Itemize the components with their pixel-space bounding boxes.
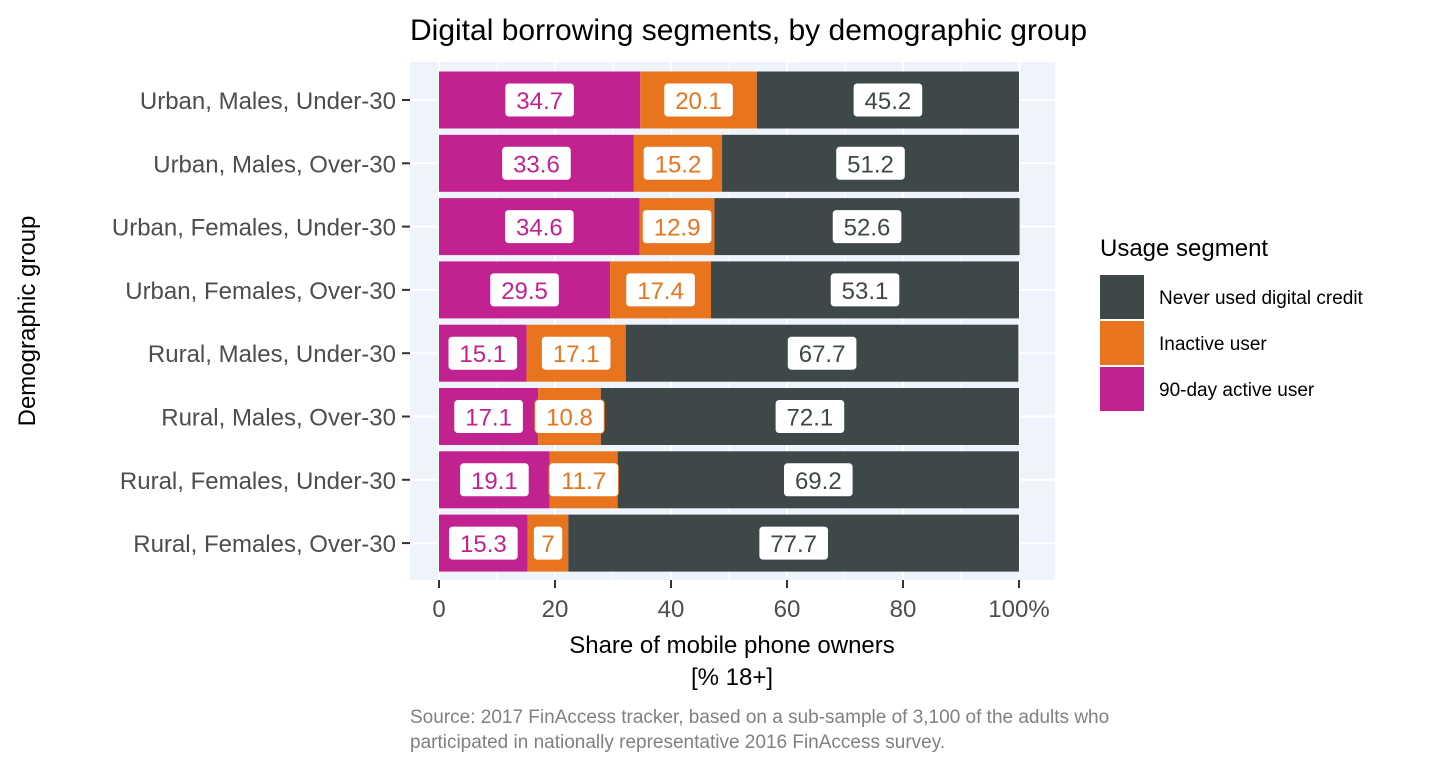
data-label: 53.1 (842, 278, 889, 305)
x-tick-label: 20 (542, 596, 569, 623)
chart-title: Digital borrowing segments, by demograph… (410, 14, 1087, 47)
data-label: 34.6 (516, 215, 563, 242)
legend-label: Never used digital credit (1159, 288, 1364, 309)
data-label-box (532, 525, 564, 561)
data-label: 33.6 (513, 151, 560, 178)
caption-line2: participated in nationally representativ… (410, 732, 945, 753)
data-label: 15.1 (459, 341, 506, 368)
data-label-box (459, 462, 530, 498)
data-label: 51.2 (847, 151, 894, 178)
data-label-box (642, 145, 714, 181)
x-axis-title-line1: Share of mobile phone owners (569, 632, 895, 659)
data-label: 69.2 (795, 468, 842, 495)
data-label-box (548, 462, 620, 498)
y-tick-label: Rural, Females, Over-30 (133, 531, 396, 558)
y-tick-label: Urban, Females, Under-30 (112, 215, 396, 242)
caption-line1: Source: 2017 FinAccess tracker, based on… (410, 707, 1109, 728)
data-label-box (641, 209, 713, 245)
data-label: 34.7 (516, 88, 563, 115)
data-label: 67.7 (799, 341, 846, 368)
x-axis: 0 20 40 60 80 100% (432, 580, 1050, 623)
legend-title: Usage segment (1100, 235, 1268, 262)
x-tick-label: 0 (432, 596, 445, 623)
data-label-box (831, 209, 903, 245)
data-label: 15.3 (460, 531, 507, 558)
data-label-box (783, 462, 854, 498)
data-label-box (540, 335, 612, 371)
y-tick-label: Rural, Males, Under-30 (148, 341, 396, 368)
x-tick-label: 100% (988, 596, 1049, 623)
data-label-box (774, 399, 846, 434)
y-axis: Urban, Males, Under-30 Urban, Males, Over… (112, 88, 410, 558)
data-label-box (453, 399, 524, 434)
data-label-box (625, 272, 696, 308)
data-label: 29.5 (501, 278, 548, 305)
legend-swatch (1100, 321, 1144, 365)
data-label: 10.8 (546, 405, 593, 432)
x-tick-label: 40 (658, 596, 685, 623)
x-tick-label: 60 (774, 596, 801, 623)
y-tick-label: Rural, Females, Under-30 (120, 468, 396, 495)
legend-swatch (1100, 367, 1144, 411)
data-label: 77.7 (770, 531, 817, 558)
data-label-box (852, 82, 924, 118)
data-label-box (663, 82, 734, 118)
legend-label: Inactive user (1159, 334, 1267, 355)
data-label: 45.2 (865, 88, 912, 115)
data-label-box (448, 525, 519, 561)
data-label: 52.6 (844, 215, 891, 242)
data-label: 7 (541, 531, 554, 558)
data-label: 19.1 (471, 468, 518, 495)
data-label-box (504, 209, 575, 245)
x-axis-title-line2: [% 18+] (691, 664, 773, 691)
legend: Never used digital credit Inactive user 90… (1100, 275, 1364, 411)
legend-swatch (1100, 275, 1144, 319)
y-tick-label: Urban, Females, Over-30 (125, 278, 396, 305)
data-label-box (489, 272, 560, 308)
data-label: 15.2 (655, 151, 702, 178)
data-label-box (501, 145, 572, 181)
data-label-box (504, 82, 575, 118)
data-label-box (447, 335, 519, 371)
data-label: 17.4 (637, 278, 684, 305)
y-tick-label: Rural, Males, Over-30 (161, 405, 396, 432)
y-tick-label: Urban, Males, Under-30 (140, 88, 396, 115)
data-labels: 34.7 20.1 45.2 33.6 15.2 51.2 34.6 12.9 52.6 29.5… (447, 82, 924, 561)
data-label-box (829, 272, 901, 308)
legend-label: 90-day active user (1159, 380, 1315, 401)
data-label: 20.1 (675, 88, 722, 115)
data-label-box (786, 335, 858, 371)
data-label: 12.9 (654, 215, 701, 242)
y-tick-label: Urban, Males, Over-30 (153, 151, 396, 178)
data-label: 11.7 (561, 468, 606, 495)
x-tick-label: 80 (890, 596, 917, 623)
data-label: 72.1 (787, 405, 834, 432)
y-axis-title: Demographic group (14, 216, 41, 427)
data-label-box (835, 145, 906, 181)
data-label: 17.1 (465, 405, 512, 432)
data-label-box (534, 399, 605, 434)
data-label-box (758, 525, 829, 561)
data-label: 17.1 (553, 341, 600, 368)
